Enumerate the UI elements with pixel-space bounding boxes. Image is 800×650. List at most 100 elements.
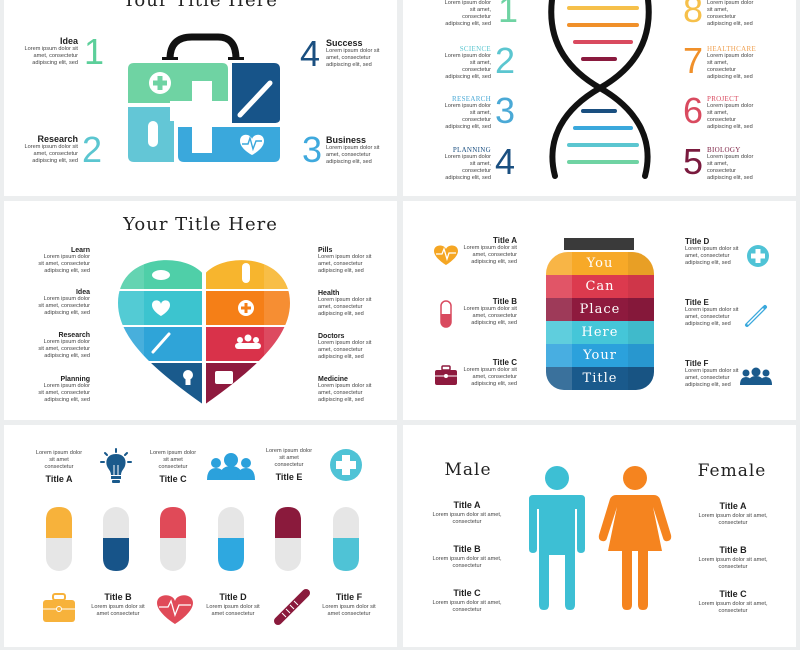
jar-row: Here — [546, 321, 654, 344]
pill-label-f: Title F Lorem ipsum dolor sit amet conse… — [322, 592, 376, 618]
item-text: Lorem ipsum dolor sit amet, consectetur … — [444, 103, 491, 130]
jar-row: Title — [546, 367, 654, 390]
slide-heart[interactable]: Your Title Here Learn Lorem ipsum dolor … — [4, 201, 397, 420]
heart-graphic — [118, 260, 290, 405]
item-text: Lorem ipsum dolor sit amet, consectetur … — [318, 340, 372, 360]
item-number: 5 — [683, 141, 704, 182]
item-text: Lorem ipsum dolor sit amet, consectetur … — [685, 246, 739, 266]
slide-title: Your Title Here — [123, 214, 278, 235]
capsule-maroon — [275, 507, 301, 571]
item-title: Research — [37, 134, 78, 144]
item-text: Lorem ipsum dolor sit amet consectetur — [265, 448, 313, 468]
item-idea: Idea Lorem ipsum dolor sit amet, consect… — [22, 36, 78, 67]
male-item-b: Title B Lorem ipsum dolor sit amet, cons… — [431, 544, 503, 570]
male-figure-icon — [529, 466, 585, 610]
item-title: Business — [326, 135, 367, 145]
briefcase-icon — [43, 593, 75, 622]
jar-item-e: Title E Lorem ipsum dolor sit amet, cons… — [685, 298, 741, 328]
pill-label-c: Lorem ipsum dolor sit amet consectetur T… — [148, 450, 198, 484]
female-heading: Female — [697, 461, 767, 481]
item-label: BIOLOGY — [707, 146, 741, 154]
item-text: Lorem ipsum dolor sit amet, consectetur … — [326, 48, 380, 68]
item-success: Success Lorem ipsum dolor sit amet, cons… — [326, 38, 386, 69]
item-title: Title C — [719, 589, 747, 599]
item-title: Title C — [492, 358, 517, 367]
item-research: Research Lorem ipsum dolor sit amet, con… — [16, 134, 78, 165]
people-icon — [207, 453, 255, 480]
item-number: 3 — [302, 129, 323, 170]
male-item-a: Title A Lorem ipsum dolor sit amet, cons… — [431, 500, 503, 526]
item-label: HEALTHCARE — [707, 45, 757, 53]
slide-male-female[interactable]: Male Female Title A Lorem ipsum dolor si… — [403, 425, 796, 647]
dna-item-4: PLANNING Lorem ipsum dolor sit amet, con… — [443, 146, 491, 182]
item-text: Lorem ipsum dolor sit amet, consectetur … — [318, 254, 372, 274]
male-heading: Male — [444, 460, 492, 480]
jar-item-d: Title D Lorem ipsum dolor sit amet, cons… — [685, 237, 741, 267]
item-title: Research — [58, 332, 90, 339]
female-figure-icon — [598, 466, 672, 610]
item-text: Lorem ipsum dolor sit amet, consectetur … — [38, 339, 90, 359]
heart-item-pills: Pills Lorem ipsum dolor sit amet, consec… — [318, 247, 372, 275]
female-item-b: Title B Lorem ipsum dolor sit amet, cons… — [697, 545, 769, 571]
jar-row: Place — [546, 298, 654, 321]
jar-item-f: Title F Lorem ipsum dolor sit amet, cons… — [685, 359, 741, 389]
slide-jar[interactable]: Title A Lorem ipsum dolor sit amet, cons… — [403, 201, 796, 420]
thermometer-icon — [745, 305, 767, 327]
slide-medical-kit[interactable]: Your Title Here Idea Lorem ipsum dolor s… — [4, 0, 397, 196]
briefcase-icon — [435, 365, 457, 385]
heart-item-medicine: Medicine Lorem ipsum dolor sit amet, con… — [318, 376, 372, 404]
jar-row: You — [546, 252, 654, 275]
item-title: Title D — [685, 237, 710, 246]
item-title: Title E — [685, 298, 709, 307]
item-title: Title A — [45, 474, 73, 484]
capsule-teal — [333, 507, 359, 571]
heart-item-planning: Planning Lorem ipsum dolor sit amet, con… — [38, 376, 90, 404]
capsule-yellow — [46, 507, 72, 571]
item-label: SCIENCE — [459, 45, 491, 53]
item-title: Learn — [70, 247, 90, 254]
item-text: Lorem ipsum dolor sit amet consectetur — [91, 604, 145, 617]
item-text: Lorem ipsum dolor sit amet, consectetur … — [707, 53, 754, 80]
item-number: 6 — [683, 90, 704, 131]
item-title: Health — [318, 290, 340, 297]
item-text: Lorem ipsum dolor sit amet, consectetur … — [38, 383, 90, 403]
item-title: Title C — [159, 474, 187, 484]
dna-item-3: RESEARCH Lorem ipsum dolor sit amet, con… — [443, 95, 491, 131]
item-text: Lorem ipsum dolor sit amet consectetur — [35, 450, 83, 470]
jar-item-a: Title A Lorem ipsum dolor sit amet, cons… — [463, 236, 517, 266]
slide-pills[interactable]: Lorem ipsum dolor sit amet consectetur T… — [4, 425, 397, 647]
item-title: Idea — [75, 289, 90, 296]
item-text: Lorem ipsum dolor sit amet, consectetur … — [707, 0, 754, 27]
item-title: Title B — [492, 297, 517, 306]
item-text: Lorem ipsum dolor sit amet consectetur — [206, 604, 260, 617]
slide-dna[interactable]: Lorem ipsum dolor sit amet, consectetur … — [403, 0, 796, 196]
item-title: Success — [326, 38, 363, 48]
item-title: Title A — [719, 501, 747, 511]
item-text: Lorem ipsum dolor sit amet, consectetur … — [444, 0, 491, 27]
item-text: Lorem ipsum dolor sit amet consectetur — [149, 450, 197, 470]
pill-label-b: Title B Lorem ipsum dolor sit amet conse… — [91, 592, 145, 618]
heartbeat-icon — [434, 245, 458, 265]
item-text: Lorem ipsum dolor sit amet consectetur — [322, 604, 376, 617]
item-label: PLANNING — [452, 146, 491, 154]
item-title: Title E — [275, 472, 303, 482]
item-text: Lorem ipsum dolor sit amet, consectetur … — [444, 53, 491, 80]
jar-row: Your — [546, 344, 654, 367]
item-title: Title B — [719, 545, 747, 555]
capsules-row — [46, 507, 359, 571]
item-text: Lorem ipsum dolor sit amet, consectetur — [698, 557, 768, 570]
heart-item-learn: Learn Lorem ipsum dolor sit amet, consec… — [38, 247, 90, 275]
item-text: Lorem ipsum dolor sit amet, consectetur — [432, 556, 502, 569]
item-text: Lorem ipsum dolor sit amet, consectetur … — [24, 46, 78, 66]
heart-item-doctors: Doctors Lorem ipsum dolor sit amet, cons… — [318, 333, 372, 361]
pill-label-d: Title D Lorem ipsum dolor sit amet conse… — [206, 592, 260, 618]
item-title: Title C — [453, 588, 481, 598]
handshake-icon — [152, 270, 170, 280]
item-text: Lorem ipsum dolor sit amet, consectetur … — [707, 103, 754, 130]
heartbeat-icon — [157, 595, 193, 624]
item-text: Lorem ipsum dolor sit amet, consectetur — [432, 600, 502, 613]
item-text: Lorem ipsum dolor sit amet, consectetur … — [326, 145, 380, 165]
dna-item-1: Lorem ipsum dolor sit amet, consectetur … — [443, 0, 491, 28]
item-number: 1 — [84, 31, 105, 72]
item-title: Title D — [219, 592, 247, 602]
